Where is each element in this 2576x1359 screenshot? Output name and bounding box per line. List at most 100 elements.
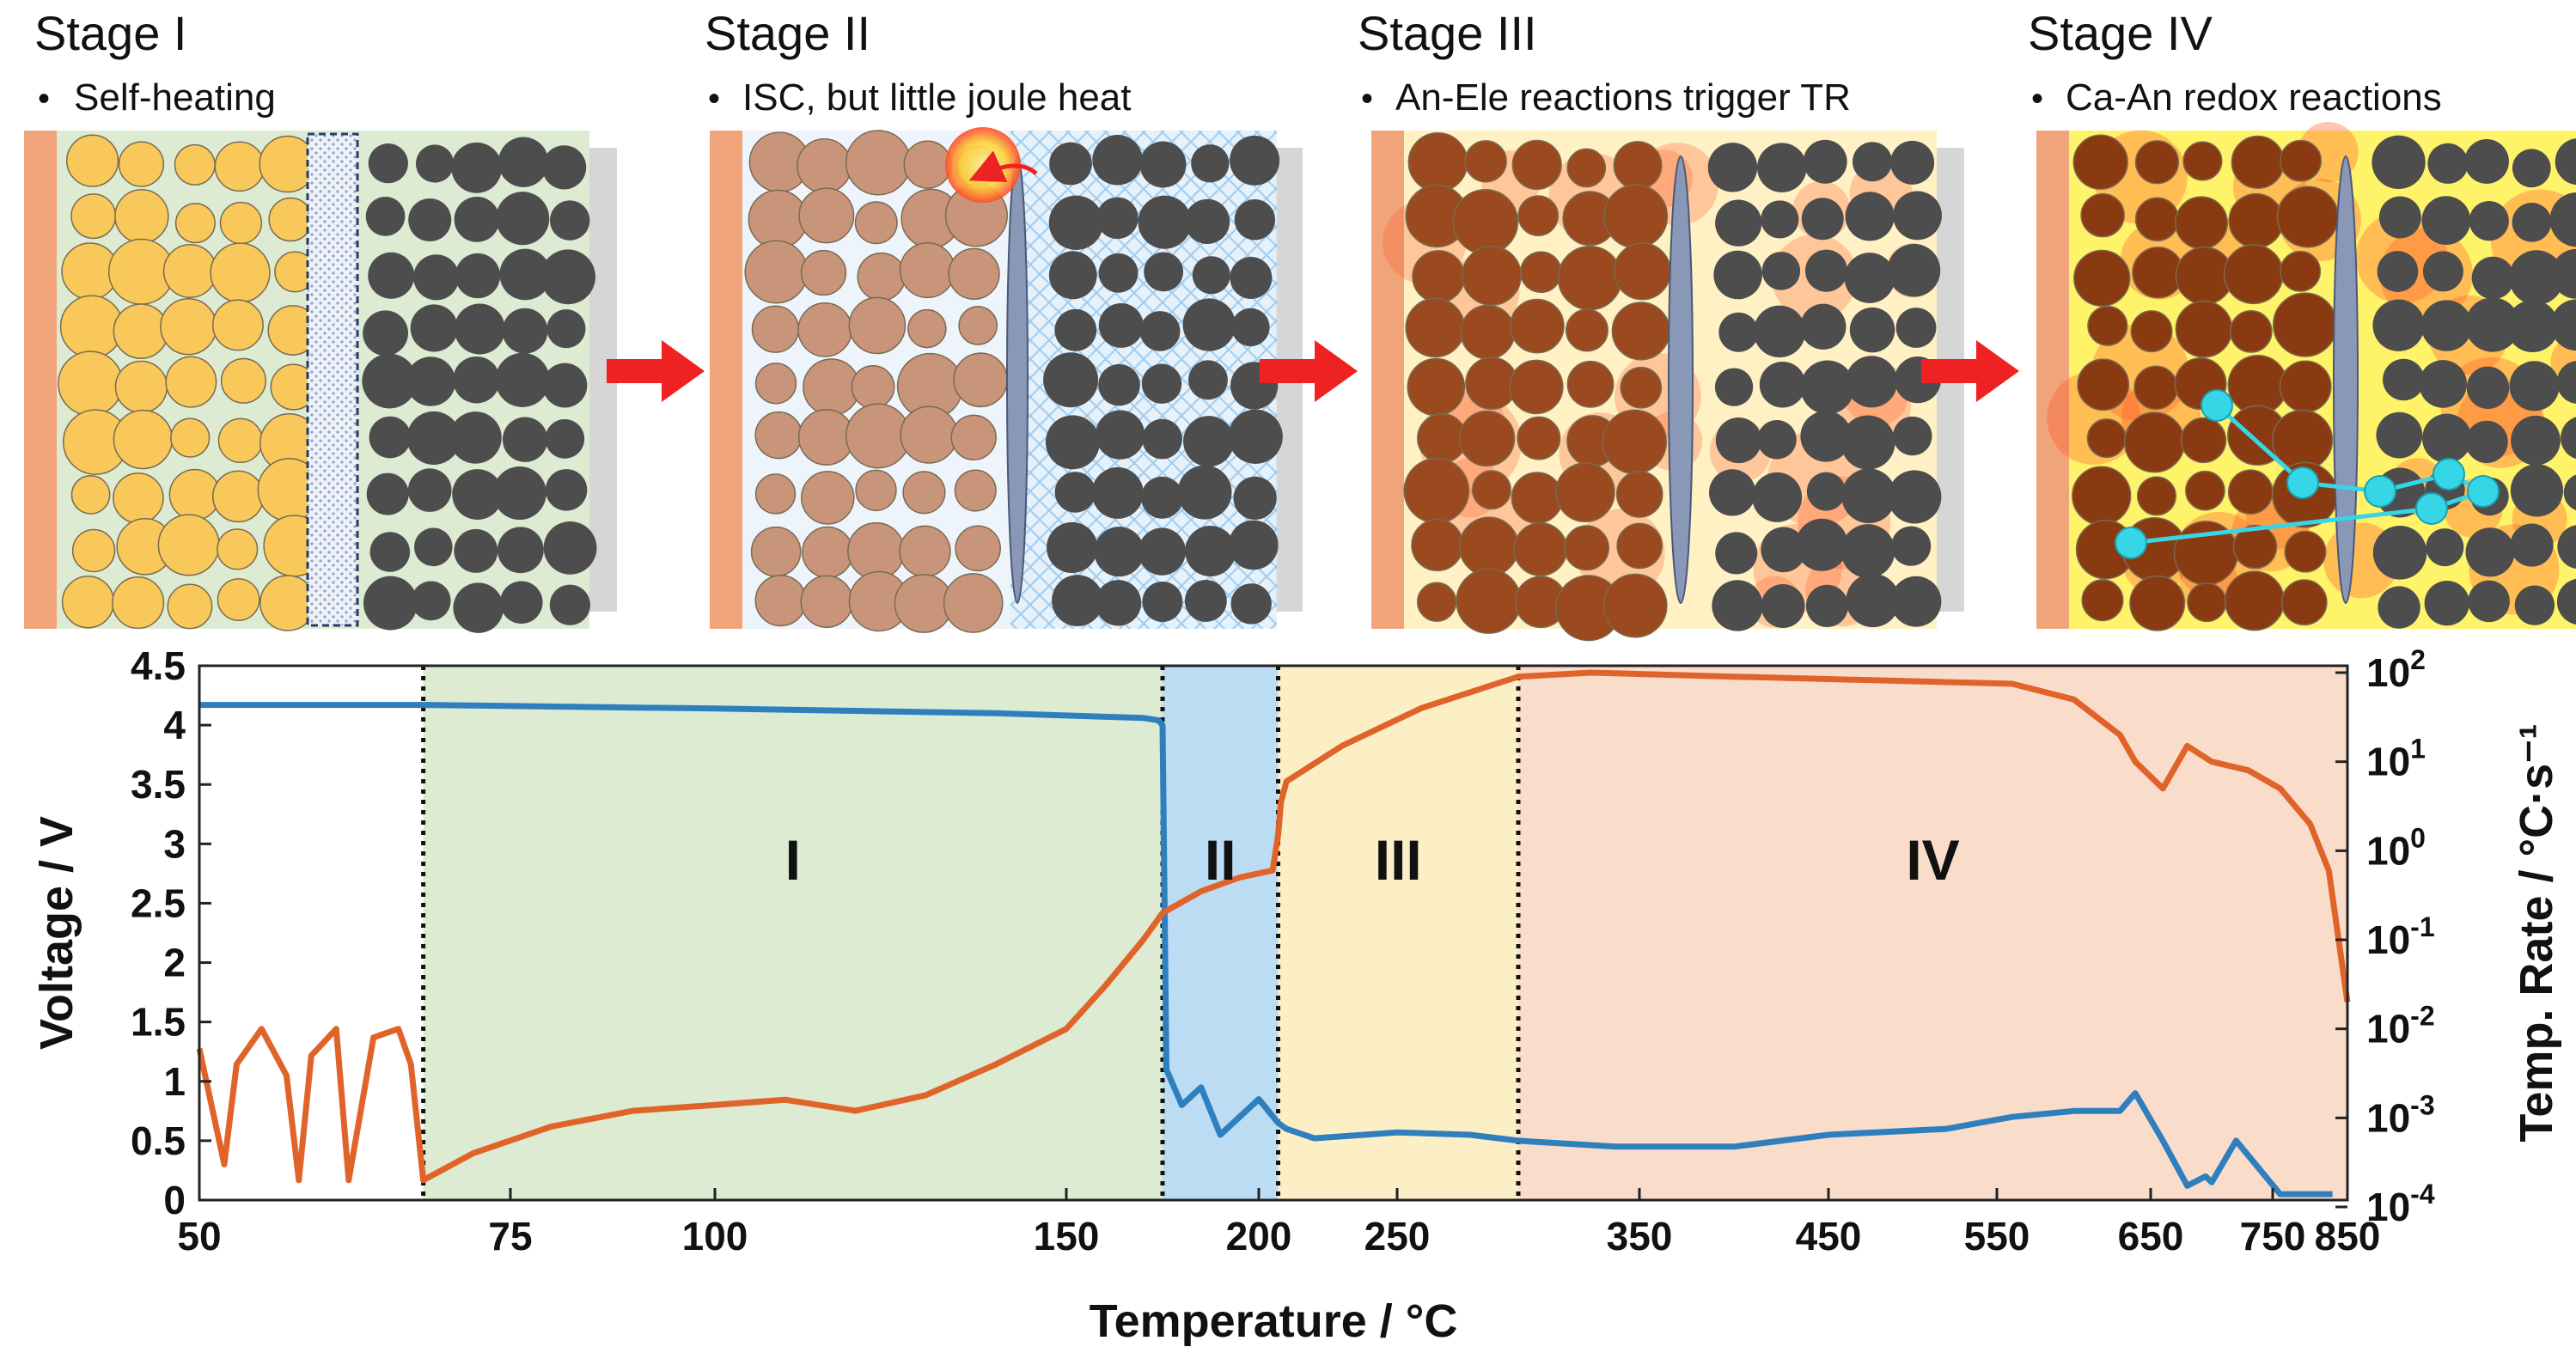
y2-tick-label: 10-4	[2366, 1179, 2435, 1229]
anode-particle	[2506, 300, 2559, 353]
cathode-particle	[1557, 246, 1623, 311]
anode-particle	[406, 411, 461, 466]
y2-tick-exponent: -1	[2410, 911, 2434, 942]
cathode-particle	[899, 525, 951, 578]
y-tick-label: 2.5	[131, 881, 186, 925]
y2-tick-exponent: 2	[2410, 644, 2426, 675]
anode-particle	[495, 352, 550, 407]
x-tick-label: 550	[1964, 1214, 2030, 1258]
cathode-particle	[1461, 245, 1522, 306]
y2-axis-label: Temp. Rate / °C·s⁻¹	[2511, 723, 2562, 1142]
anode-particle	[1192, 256, 1230, 295]
cathode-particle	[797, 302, 853, 357]
anode-particle	[2466, 366, 2510, 410]
anode-particle	[1803, 139, 1847, 184]
cathode-particle	[954, 469, 997, 512]
cathode-particle	[2175, 196, 2228, 250]
anode-particle	[1800, 303, 1847, 350]
cathode-particle	[798, 187, 855, 244]
anode-particle	[1228, 520, 1279, 570]
anode-particle	[492, 466, 546, 521]
y2-tick-label: 100	[2366, 822, 2426, 873]
region-II	[1163, 666, 1279, 1200]
cathode-particle	[61, 576, 115, 629]
cathode-particle	[1464, 140, 1507, 183]
anode-particle	[543, 521, 597, 575]
anode-particle	[368, 143, 408, 184]
anode-particle	[2464, 139, 2509, 184]
cathode-particle	[2180, 417, 2227, 464]
y-tick-label: 0	[163, 1178, 186, 1222]
anode-particle	[549, 584, 590, 625]
cathode-particle	[1555, 462, 1615, 523]
cathode-particle	[958, 306, 998, 345]
stage-2-bullet-glyph: •	[708, 80, 720, 118]
cathode-particle	[2130, 310, 2173, 353]
cathode-collector	[2036, 131, 2069, 629]
cathode-particle	[59, 295, 124, 359]
x-axis-ticks: 50 75 100 150 200 250 350 450 550 650 750 850	[177, 1188, 2380, 1258]
anode-particle	[2465, 420, 2508, 463]
cathode-particle	[1513, 521, 1568, 576]
current-arrow	[968, 150, 1038, 183]
cathode-particle	[2228, 192, 2284, 249]
anode-particle	[1184, 198, 1230, 245]
anode-particle	[1752, 472, 1803, 522]
anode-particle	[496, 192, 550, 246]
cathode-particle	[754, 363, 797, 405]
cathode-particle	[857, 252, 906, 302]
stage-4-bullet-glyph: •	[2031, 80, 2043, 118]
stage-3-cell	[1371, 131, 1964, 642]
anode-particle	[1231, 308, 1270, 347]
anode-particle	[449, 411, 502, 464]
cathode-particle	[1603, 184, 1669, 249]
oxygen-particle	[2115, 527, 2147, 559]
cathode-particle	[2229, 310, 2273, 353]
anode-particle	[454, 303, 505, 355]
arrow-3-4	[1921, 340, 2019, 402]
anode-particle	[1715, 532, 1758, 575]
anode-particle	[1233, 476, 1277, 520]
anode-particle	[1182, 298, 1236, 351]
anode-particle	[2465, 527, 2515, 577]
anode-particle	[1228, 409, 1283, 464]
anode-particle	[410, 304, 458, 352]
anode-particle	[2509, 250, 2564, 306]
cathode-particle	[754, 473, 797, 515]
cathode-particle	[70, 474, 111, 515]
anode-particle	[549, 200, 590, 241]
cathode-particle	[1620, 366, 1663, 409]
anode-particle	[1844, 253, 1895, 303]
anode-particle	[1759, 361, 1806, 408]
anode-particle	[365, 197, 406, 236]
cathode-particle	[174, 143, 216, 186]
anode-particle	[2510, 464, 2564, 517]
separator-shrunk	[1006, 155, 1029, 604]
anode-particle	[1713, 250, 1762, 300]
anode-particle	[1757, 420, 1797, 460]
transition-arrows	[607, 340, 2019, 402]
cathode-collector	[24, 131, 57, 629]
anode-particle	[1849, 307, 1895, 353]
anode-particle	[2551, 248, 2576, 299]
anode-particle	[1895, 308, 1937, 348]
cathode-particle	[1602, 573, 1668, 638]
y-tick-label: 4.5	[131, 643, 186, 688]
region-label-II: II	[1205, 828, 1236, 892]
cathode-particle	[750, 526, 802, 577]
region-label-I: I	[785, 828, 801, 892]
cathode-particle	[748, 189, 808, 249]
cathode-particle	[1407, 357, 1466, 417]
cathode-particle	[1411, 518, 1464, 572]
cathode-particle	[1405, 297, 1466, 358]
y2-tick-base: 10	[2366, 1185, 2410, 1229]
cathode-particle	[2086, 418, 2127, 459]
anode-particle	[1840, 415, 1895, 470]
stage-1-bullet: Self-heating	[74, 76, 276, 119]
anode-particle	[545, 418, 585, 459]
stage-headers: Stage I • Self-heating Stage II • ISC, b…	[34, 6, 2442, 119]
cathode-particle	[2087, 305, 2128, 346]
anode-particle	[500, 581, 543, 624]
anode-particle	[2465, 297, 2520, 352]
cathode-particle	[1566, 360, 1615, 408]
